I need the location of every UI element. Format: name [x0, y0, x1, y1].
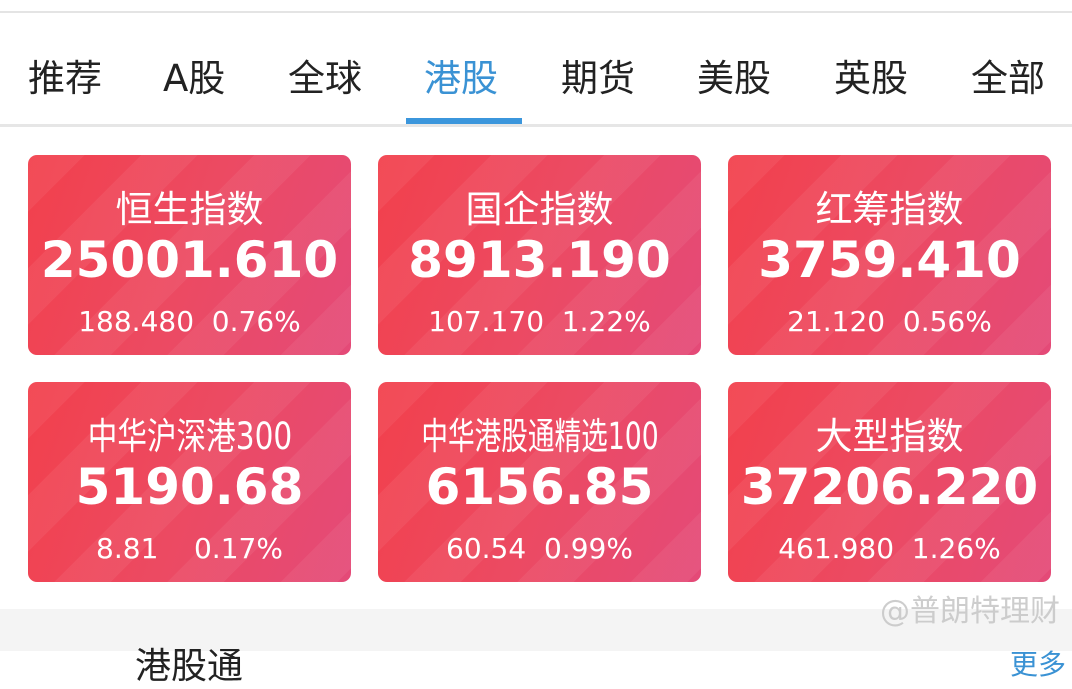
- index-name: 红筹指数: [815, 188, 964, 231]
- top-divider: [0, 11, 1072, 13]
- tab-futures[interactable]: 期货: [561, 57, 635, 100]
- market-tabs: 推荐 A股 全球 港股 期货 美股 英股 全部: [0, 40, 1072, 124]
- section-title: 港股通: [135, 646, 244, 687]
- index-value: 6156.85: [425, 458, 654, 516]
- tab-recommend[interactable]: 推荐: [28, 57, 102, 100]
- index-change: 60.54 0.99%: [446, 532, 633, 565]
- index-value: 5190.68: [75, 458, 304, 516]
- index-name: 中华港股通精选100: [420, 415, 659, 458]
- index-change: 188.480 0.76%: [78, 305, 301, 338]
- index-card-connect-100[interactable]: 中华港股通精选100 6156.85 60.54 0.99%: [378, 382, 701, 582]
- watermark: @普朗特理财: [880, 594, 1060, 629]
- index-name: 中华沪深港300: [87, 415, 292, 458]
- section-more-link[interactable]: 更多: [1009, 648, 1066, 681]
- index-value: 25001.610: [40, 231, 339, 289]
- tab-us-stocks[interactable]: 美股: [697, 57, 771, 100]
- index-value: 37206.220: [740, 458, 1039, 516]
- tab-uk-stocks[interactable]: 英股: [834, 57, 908, 100]
- index-card-hsi[interactable]: 恒生指数 25001.610 188.480 0.76%: [28, 155, 351, 355]
- index-value: 8913.190: [408, 231, 671, 289]
- index-card-hscei[interactable]: 国企指数 8913.190 107.170 1.22%: [378, 155, 701, 355]
- index-name: 恒生指数: [115, 188, 264, 231]
- index-name: 大型指数: [815, 415, 964, 458]
- index-change: 8.81 0.17%: [96, 532, 283, 565]
- tab-a-shares[interactable]: A股: [163, 57, 226, 100]
- tabs-divider: [0, 124, 1072, 127]
- tab-hk-stocks[interactable]: 港股: [424, 57, 498, 100]
- index-change: 107.170 1.22%: [428, 305, 651, 338]
- index-card-chs300[interactable]: 中华沪深港300 5190.68 8.81 0.17%: [28, 382, 351, 582]
- tab-all[interactable]: 全部: [971, 57, 1045, 100]
- index-change: 21.120 0.56%: [787, 305, 992, 338]
- index-name: 国企指数: [465, 188, 614, 231]
- index-card-large-cap[interactable]: 大型指数 37206.220 461.980 1.26%: [728, 382, 1051, 582]
- tab-global[interactable]: 全球: [288, 57, 362, 100]
- active-tab-indicator: [406, 118, 522, 124]
- index-card-red-chip[interactable]: 红筹指数 3759.410 21.120 0.56%: [728, 155, 1051, 355]
- index-value: 3759.410: [758, 231, 1021, 289]
- index-change: 461.980 1.26%: [778, 532, 1001, 565]
